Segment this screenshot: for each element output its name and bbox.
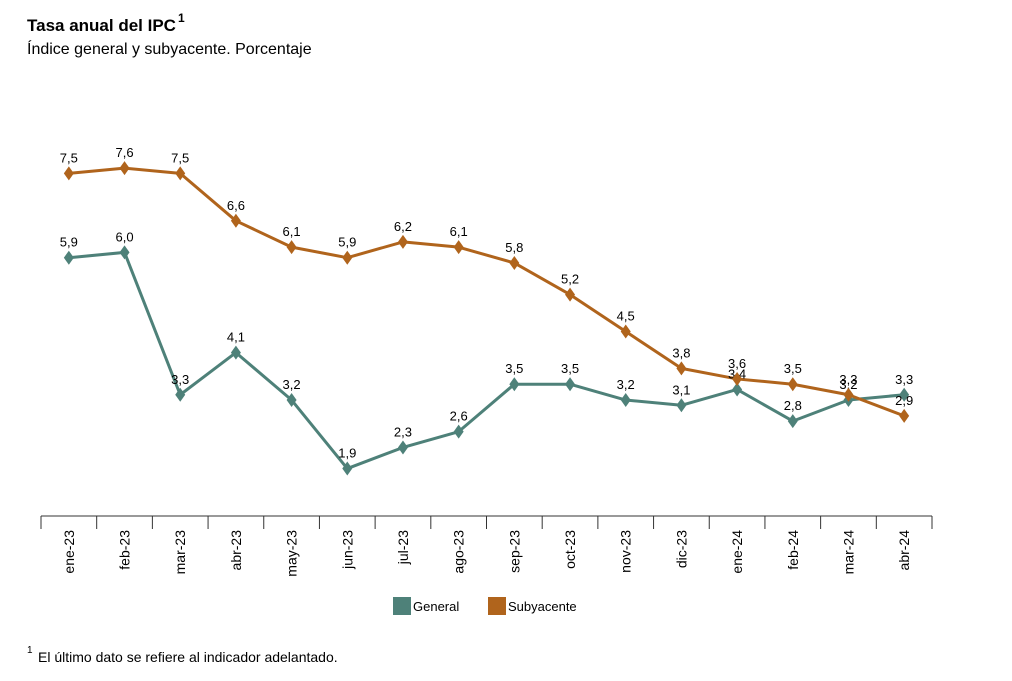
point-marker	[63, 166, 74, 181]
legend-label: Subyacente	[508, 599, 577, 614]
point-marker	[286, 393, 297, 408]
point-marker	[342, 250, 353, 265]
x-tick-label: dic-23	[673, 530, 689, 568]
footnote-marker: 1	[27, 645, 33, 656]
data-label: 3,5	[784, 361, 802, 376]
chart-subtitle: Índice general y subyacente. Porcentaje	[27, 39, 312, 58]
point-marker	[509, 377, 520, 392]
data-label: 3,8	[672, 345, 690, 360]
data-label: 5,2	[561, 272, 579, 287]
chart-title: Tasa anual del IPC	[27, 16, 176, 35]
point-marker	[732, 382, 743, 397]
point-marker	[453, 424, 464, 439]
data-label: 3,1	[672, 382, 690, 397]
series-line	[68, 166, 905, 418]
data-label: 2,6	[450, 409, 468, 424]
point-marker	[175, 387, 186, 402]
point-marker	[676, 398, 687, 413]
legend-label: General	[413, 599, 459, 614]
x-tick-label: mar-24	[840, 530, 856, 575]
data-label: 7,5	[171, 150, 189, 165]
data-label: 5,9	[338, 235, 356, 250]
legend-swatch	[488, 597, 506, 615]
point-marker	[620, 393, 631, 408]
point-marker	[175, 166, 186, 181]
data-label: 2,3	[394, 424, 412, 439]
data-label: 3,2	[839, 377, 857, 392]
x-tick-label: ene-23	[61, 530, 77, 574]
data-label: 3,3	[895, 372, 913, 387]
x-tick-label: sep-23	[506, 530, 522, 573]
point-marker	[899, 387, 910, 402]
data-label: 3,3	[839, 372, 857, 387]
point-marker	[620, 324, 631, 339]
point-marker	[397, 234, 408, 249]
point-marker	[119, 161, 130, 176]
point-marker	[676, 361, 687, 376]
data-label: 4,5	[617, 309, 635, 324]
point-marker	[899, 408, 910, 423]
data-label: 3,2	[283, 377, 301, 392]
x-tick-label: feb-23	[117, 530, 133, 570]
point-marker	[286, 240, 297, 255]
data-label: 4,1	[227, 330, 245, 345]
data-label: 3,6	[728, 356, 746, 371]
x-tick-label: may-23	[284, 530, 300, 577]
data-label: 5,9	[60, 235, 78, 250]
data-label: 7,6	[115, 145, 133, 160]
data-label: 2,8	[784, 398, 802, 413]
data-label: 6,6	[227, 198, 245, 213]
title-superscript: 1	[178, 11, 185, 25]
data-label: 3,3	[171, 372, 189, 387]
x-tick-label: abr-23	[228, 530, 244, 571]
footnote: El último dato se refiere al indicador a…	[38, 649, 338, 665]
point-marker	[453, 240, 464, 255]
x-tick-label: feb-24	[785, 530, 801, 570]
data-label: 3,5	[505, 361, 523, 376]
data-label: 3,2	[617, 377, 635, 392]
x-tick-label: abr-24	[896, 530, 912, 571]
point-marker	[565, 377, 576, 392]
x-tick-label: ago-23	[451, 530, 467, 574]
data-label: 3,5	[561, 361, 579, 376]
data-label: 1,9	[338, 446, 356, 461]
point-marker	[230, 213, 241, 228]
x-tick-label: jul-23	[395, 530, 411, 565]
data-label: 5,8	[505, 240, 523, 255]
x-tick-label: jun-23	[339, 530, 355, 570]
point-marker	[230, 345, 241, 360]
point-marker	[342, 461, 353, 476]
point-marker	[732, 371, 743, 386]
series-line	[68, 250, 905, 471]
point-marker	[63, 250, 74, 265]
point-marker	[119, 245, 130, 260]
data-label: 6,1	[283, 224, 301, 239]
x-tick-label: nov-23	[618, 530, 634, 573]
x-tick-label: ene-24	[729, 530, 745, 574]
point-marker	[787, 377, 798, 392]
point-marker	[843, 387, 854, 402]
legend-swatch	[393, 597, 411, 615]
point-marker	[397, 440, 408, 455]
data-label: 6,0	[115, 229, 133, 244]
point-marker	[787, 414, 798, 429]
point-marker	[509, 255, 520, 270]
data-label: 7,5	[60, 150, 78, 165]
point-marker	[565, 287, 576, 302]
data-label: 6,2	[394, 219, 412, 234]
data-label: 6,1	[450, 224, 468, 239]
data-label: 2,9	[895, 393, 913, 408]
x-tick-label: oct-23	[562, 530, 578, 569]
x-tick-label: mar-23	[172, 530, 188, 575]
